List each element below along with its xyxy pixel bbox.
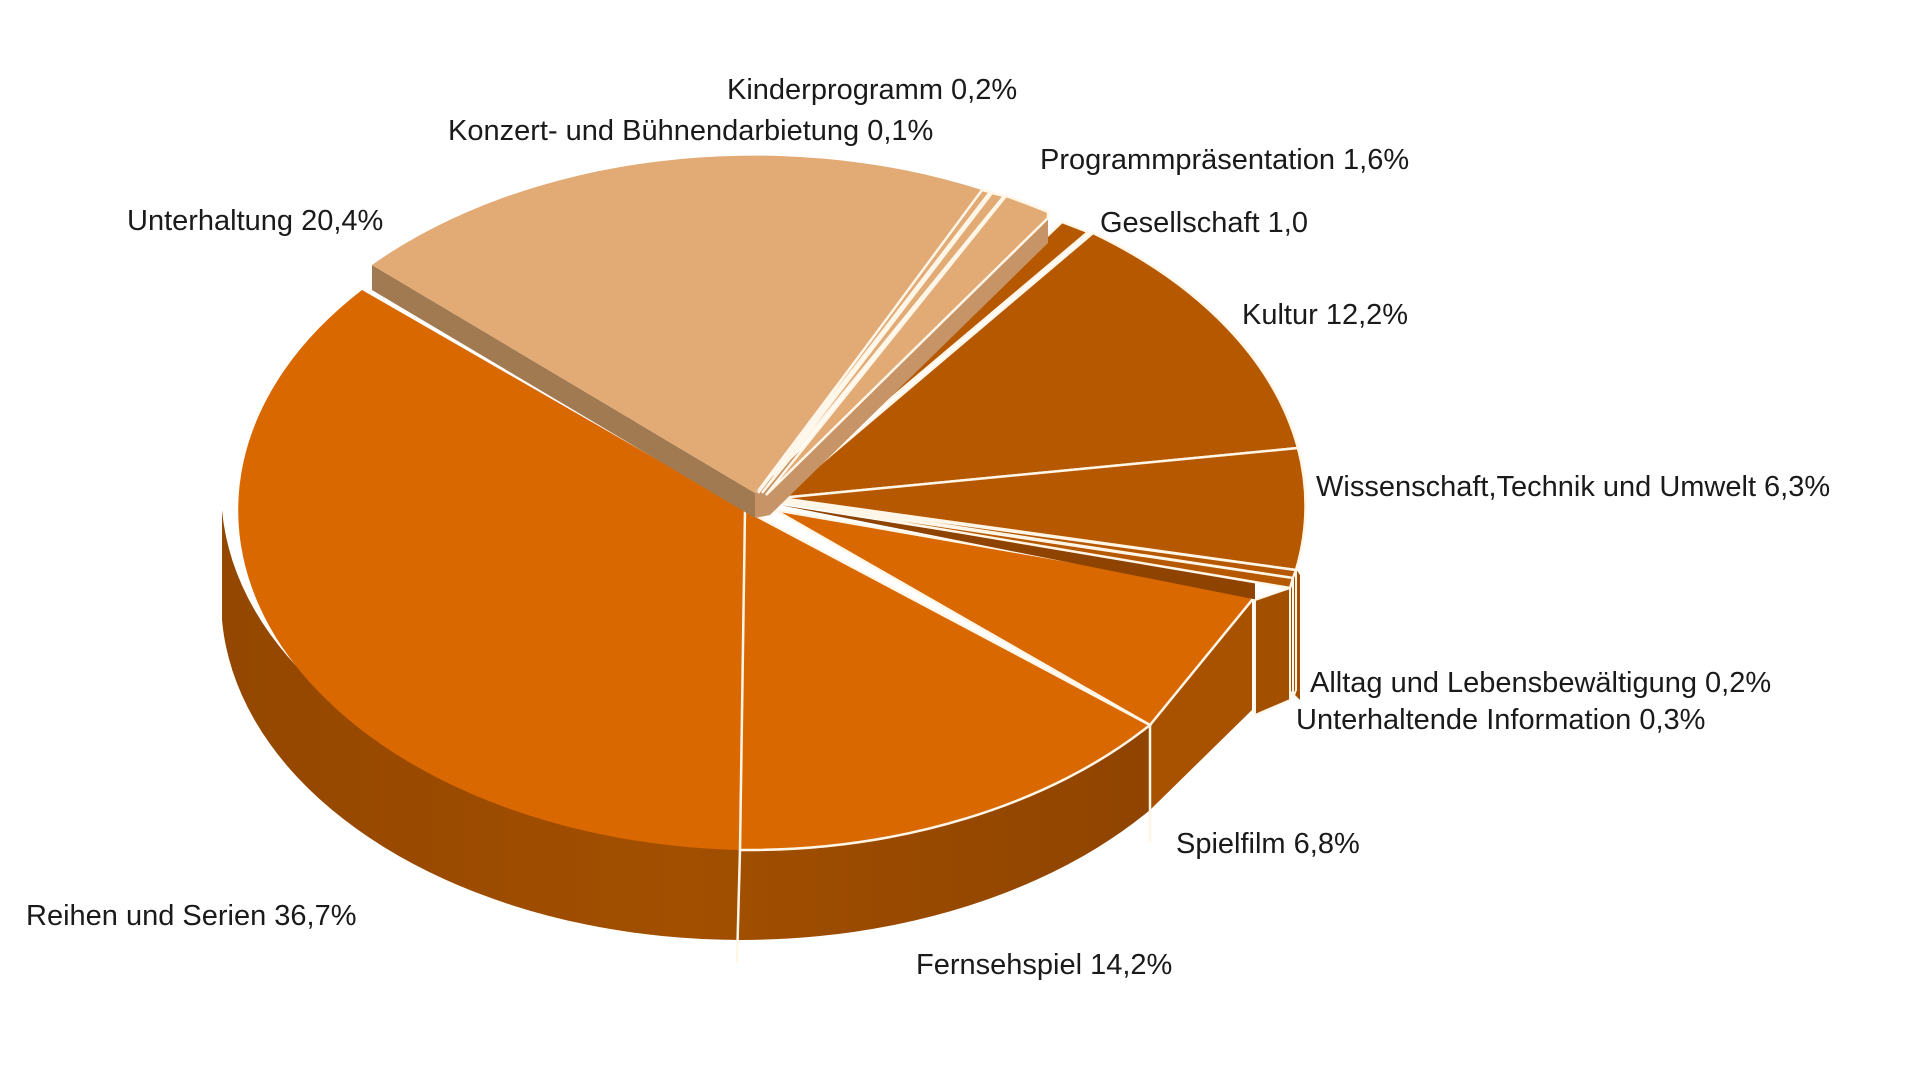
- slice-group-orange: [222, 290, 1254, 963]
- slice-programmpraesentation[interactable]: [765, 194, 1050, 496]
- label-unterhaltung: Unterhaltung 20,4%: [127, 205, 384, 237]
- slice-group-tan: [372, 155, 1050, 518]
- label-programmpraesentation: Programmpräsentation 1,6%: [1040, 144, 1410, 176]
- slice-fernsehspiel[interactable]: [738, 507, 1153, 852]
- label-kinderprogramm: Kinderprogramm 0,2%: [727, 74, 1018, 106]
- label-gesellschaft: Gesellschaft 1,0: [1100, 207, 1308, 239]
- slice-reihen[interactable]: [238, 290, 745, 850]
- slice-kinderprogramm[interactable]: [761, 191, 1007, 494]
- label-unterhaltende-information: Unterhaltende Information 0,3%: [1296, 704, 1706, 736]
- label-spielfilm: Spielfilm 6,8%: [1176, 828, 1360, 860]
- label-kultur: Kultur 12,2%: [1242, 299, 1409, 331]
- slice-group-brown: [774, 220, 1307, 717]
- label-konzert: Konzert- und Bühnendarbietung 0,1%: [448, 115, 934, 147]
- label-reihen: Reihen und Serien 36,7%: [26, 900, 357, 932]
- slice-wissenschaft[interactable]: [779, 446, 1307, 572]
- slice-unterhaltende-information[interactable]: [779, 500, 1295, 590]
- slice-side-spielfilm: [1150, 600, 1252, 810]
- slice-kultur[interactable]: [776, 231, 1300, 500]
- slice-konzert[interactable]: [756, 188, 993, 494]
- label-alltag: Alltag und Lebensbewältigung 0,2%: [1310, 667, 1772, 699]
- label-fernsehspiel: Fernsehspiel 14,2%: [916, 949, 1173, 981]
- label-wissenschaft: Wissenschaft,Technik und Umwelt 6,3%: [1316, 471, 1831, 503]
- slice-unterhaltung[interactable]: [372, 155, 982, 493]
